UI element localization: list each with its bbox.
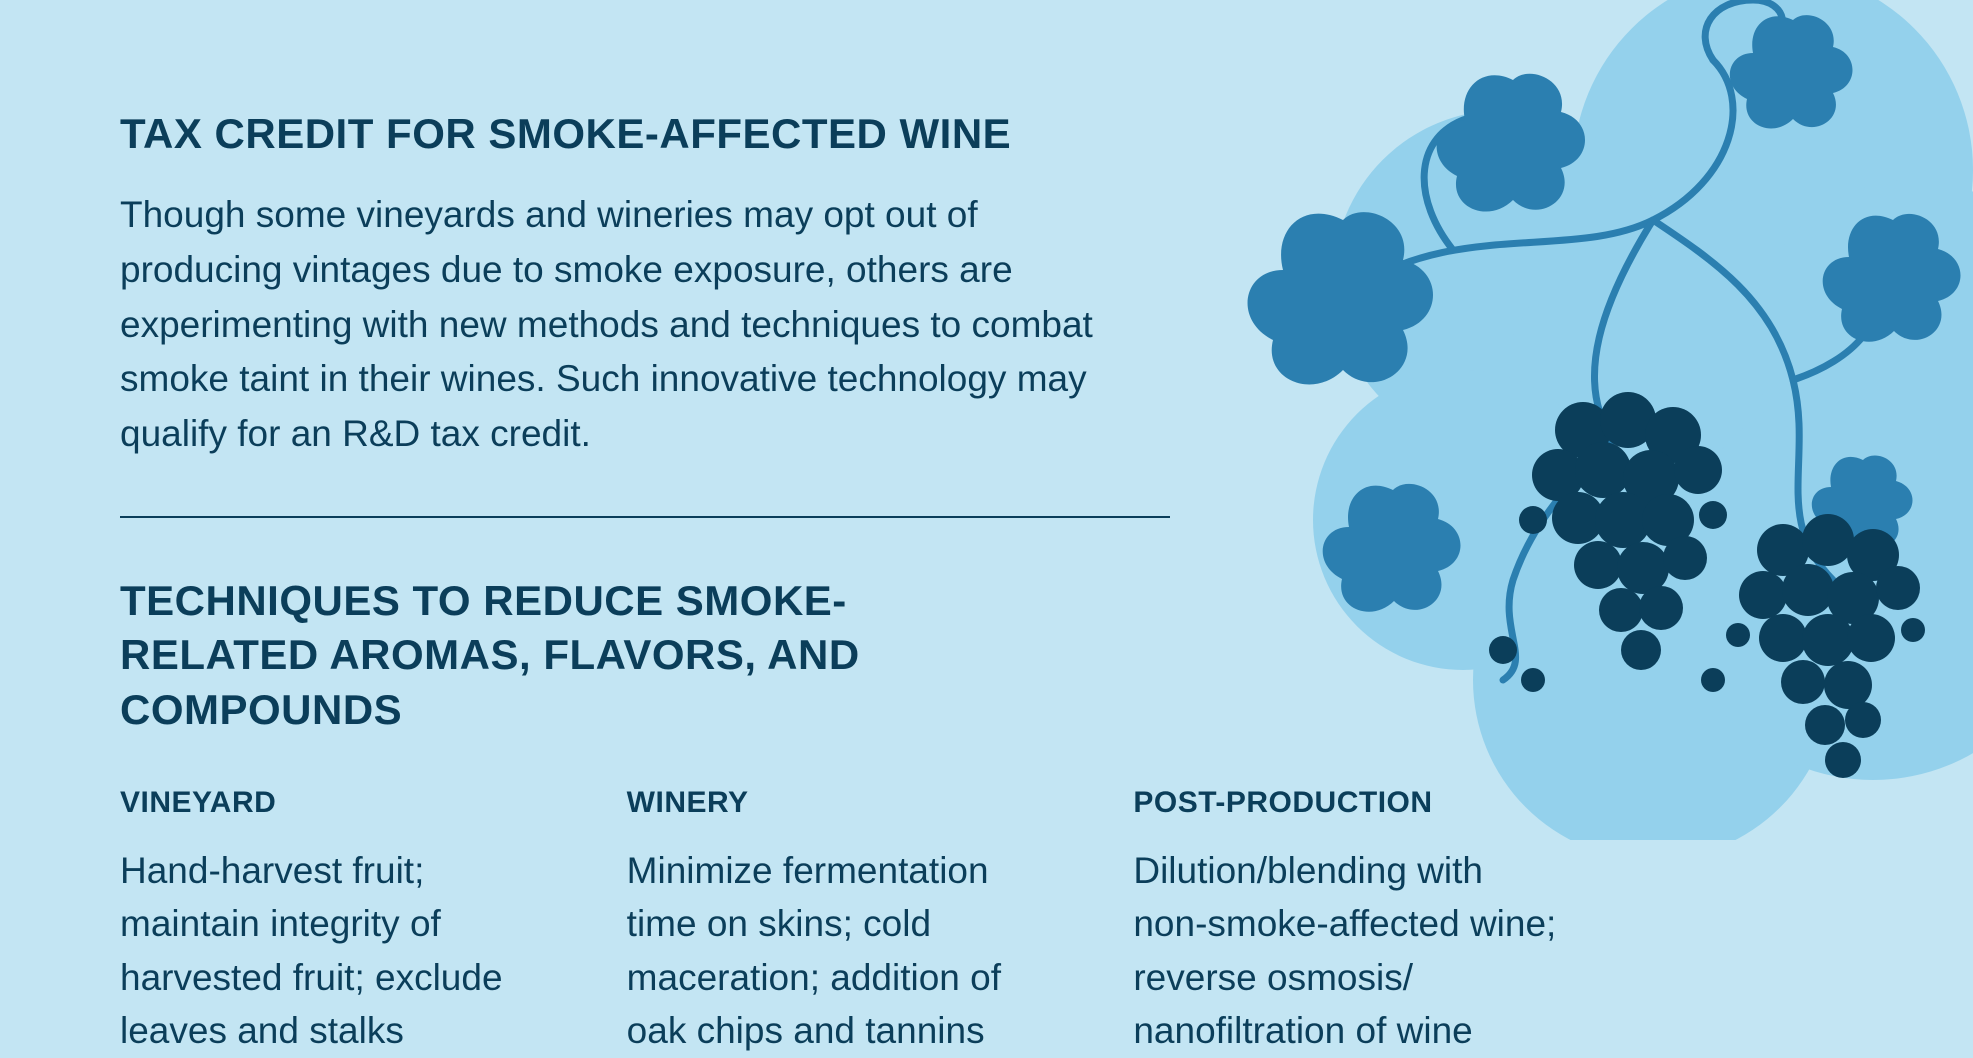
column-post-production: POST-PRODUCTION Dilution/blending with n… bbox=[1133, 786, 1620, 1058]
content-block: TAX CREDIT FOR SMOKE-AFFECTED WINE Thoug… bbox=[120, 110, 1170, 1058]
column-body: Hand-harvest fruit; maintain integrity o… bbox=[120, 844, 550, 1058]
column-title: POST-PRODUCTION bbox=[1133, 786, 1620, 820]
divider bbox=[120, 516, 1170, 518]
column-body: Minimize fermentation time on skins; col… bbox=[627, 844, 1057, 1058]
column-body: Dilution/blending with non-smoke-affecte… bbox=[1133, 844, 1563, 1058]
section-title: TECHNIQUES TO REDUCE SMOKE-RELATED AROMA… bbox=[120, 574, 1020, 738]
grape-vine-illustration bbox=[1153, 0, 1973, 840]
column-winery: WINERY Minimize fermentation time on ski… bbox=[627, 786, 1114, 1058]
column-title: VINEYARD bbox=[120, 786, 607, 820]
techniques-columns: VINEYARD Hand-harvest fruit; maintain in… bbox=[120, 786, 1620, 1058]
main-body: Though some vineyards and wineries may o… bbox=[120, 188, 1100, 462]
main-title: TAX CREDIT FOR SMOKE-AFFECTED WINE bbox=[120, 110, 1170, 158]
column-vineyard: VINEYARD Hand-harvest fruit; maintain in… bbox=[120, 786, 607, 1058]
column-title: WINERY bbox=[627, 786, 1114, 820]
